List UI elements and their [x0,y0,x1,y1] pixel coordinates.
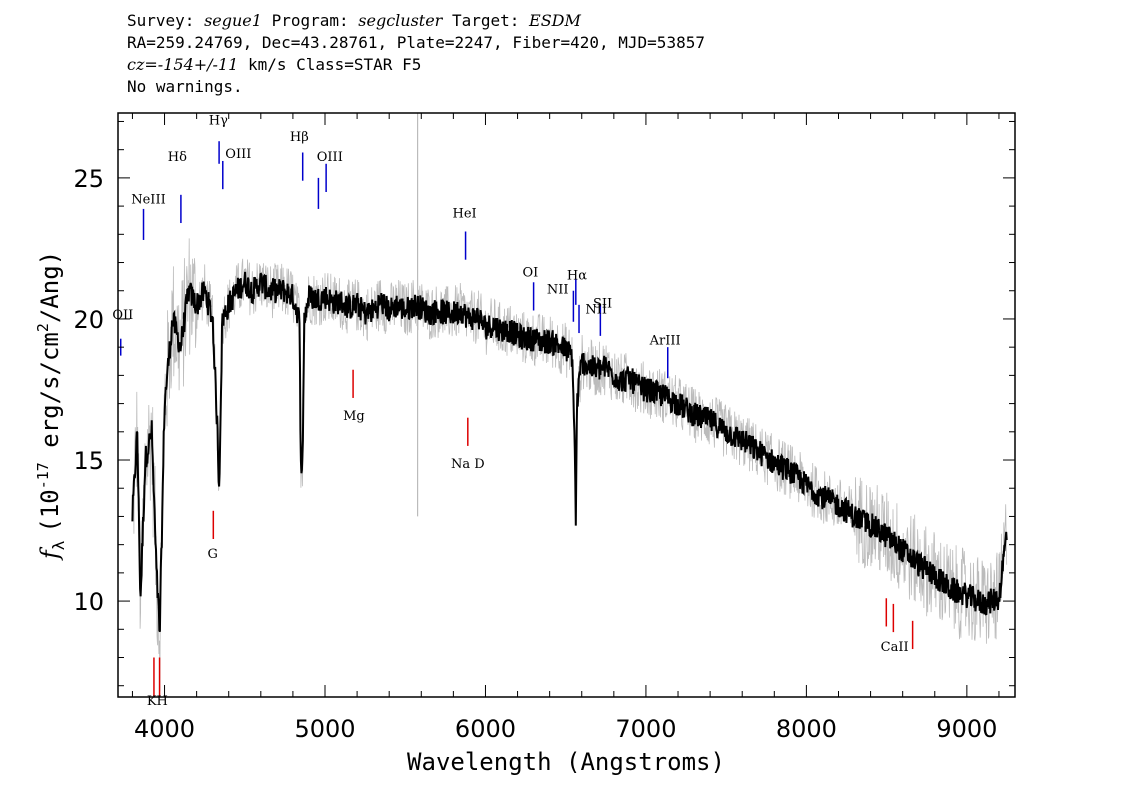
absorption-line-label: CaII [881,640,909,655]
absorption-line-label: Mg [343,409,365,424]
x-tick-label: 6000 [455,715,516,743]
survey-value: segue1 [204,11,262,30]
absorption-line-label: H [156,694,167,709]
absorption-line-label: K [147,694,157,709]
emission-line-label: SII [593,297,612,312]
absorption-line-label: Na D [451,457,485,472]
emission-line-label: Hβ [290,130,309,145]
emission-line-label: OIII [225,147,251,162]
survey-label: Survey: [127,11,205,30]
tick-labels: 4000 5000 6000 7000 8000 9000 10 15 20 25 [73,165,997,743]
x-axis-title: Wavelength (Angstroms) [407,748,725,776]
program-label: Program: [261,11,359,30]
flux-series [131,271,1008,633]
x-tick-label: 8000 [776,715,837,743]
emission-line-label: Hα [567,268,587,283]
y-tick-label: 25 [73,165,104,193]
target-value: ESDM [529,11,581,30]
y-tick-label: 15 [73,447,104,475]
noise-trace [132,238,1008,692]
axis-ticks [118,113,1015,697]
header-line-coords: RA=259.24769, Dec=43.28761, Plate=2247, … [127,33,705,52]
y-axis-units: erg/s/cm [36,332,64,462]
emission-line-label: NeIII [131,192,165,207]
y-axis-exp2: 2 [34,323,52,332]
plot-frame [117,112,1016,698]
header-line-warnings: No warnings. [127,77,243,96]
spectral-lines: OIINeIIIHδHγOIIIHβOIIIHeIOINIIHαNIISIIAr… [112,113,914,709]
absorption-line-label: G [207,547,217,562]
emission-line-label: NII [547,283,569,298]
y-tick-label: 10 [73,588,104,616]
x-tick-label: 7000 [615,715,676,743]
emission-line-label: NII [585,302,607,317]
cz-label: cz= [127,55,158,74]
y-axis-subscript: λ [49,540,68,550]
y-axis-end: /Ang) [36,251,64,323]
spectrum-header: Survey: segue1 Program: segcluster Targe… [127,10,705,98]
header-line-survey: Survey: segue1 Program: segcluster Targe… [127,10,705,32]
header-line-cz: cz=-154+/-11 km/s Class=STAR F5 [127,54,705,76]
program-value: segcluster [358,11,443,30]
emission-line-label: OI [522,266,538,281]
emission-line-label: Hδ [168,150,187,165]
y-axis-exp: -17 [34,462,52,489]
cz-value: -154+/-11 [157,55,239,74]
cz-class: km/s Class=STAR F5 [238,55,422,74]
emission-line-label: HeI [453,206,477,221]
emission-line-label: OIII [317,150,343,165]
emission-line-label: ArIII [649,333,681,348]
target-label: Target: [442,11,530,30]
flux-trace [131,271,1008,633]
x-tick-label: 9000 [936,715,997,743]
emission-line-label: OII [112,308,133,323]
x-tick-label: 5000 [294,715,355,743]
x-tick-label: 4000 [134,715,195,743]
y-axis-title: fλ(10-17 erg/s/cm2/Ang) [34,251,68,561]
emission-line-label: Hγ [209,113,228,128]
y-tick-label: 20 [73,306,104,334]
y-axis-open: (10 [36,489,64,532]
noise-band [132,113,1008,692]
